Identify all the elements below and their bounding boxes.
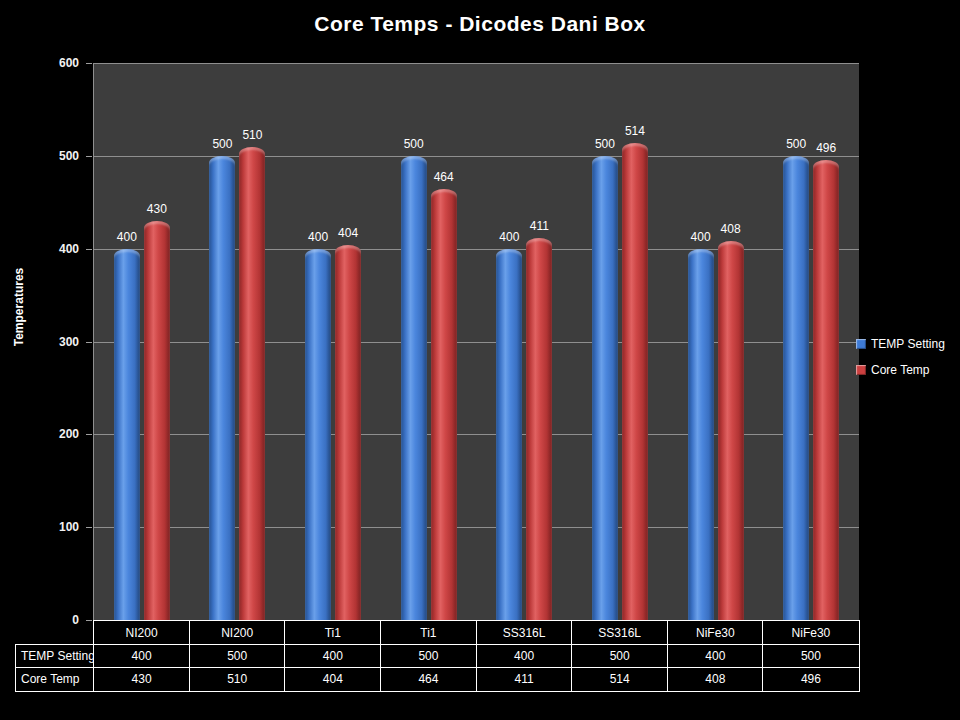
table-value-cell-0-4: 400 — [476, 644, 573, 669]
plot-area: 4004305005104004045004644004115005144004… — [93, 63, 859, 621]
table-category-cell-6: NiFe30 — [667, 620, 764, 646]
chart-title: Core Temps - Dicodes Dani Box — [0, 12, 960, 36]
bar-temp-setting-2 — [305, 249, 331, 620]
table-value-cell-0-2: 400 — [284, 644, 381, 669]
bar-label-3-s1: 464 — [414, 171, 474, 183]
table-category-cell-7: NiFe30 — [762, 620, 859, 646]
bar-label-5-s1: 514 — [605, 125, 665, 137]
legend-marker-core-temp — [856, 365, 866, 375]
table-category-cell-3: Ti1 — [380, 620, 477, 646]
y-tick-300 — [86, 342, 92, 343]
y-tick-100 — [86, 527, 92, 528]
bar-core-temp-5 — [622, 143, 648, 620]
bar-core-temp-1 — [239, 147, 265, 620]
bar-label-2-s1: 404 — [318, 227, 378, 239]
bar-core-temp-4 — [526, 238, 552, 620]
bar-temp-setting-4 — [496, 249, 522, 620]
table-value-cell-1-6: 408 — [667, 667, 764, 692]
bar-label-3-s0: 500 — [384, 138, 444, 150]
y-tick-label-400: 400 — [35, 243, 79, 255]
table-category-cell-4: SS316L — [476, 620, 573, 646]
y-tick-label-200: 200 — [35, 428, 79, 440]
legend-entry-1: Core Temp — [856, 363, 945, 377]
table-value-cell-1-7: 496 — [762, 667, 859, 692]
legend: TEMP Setting Core Temp — [856, 337, 945, 389]
bar-label-0-s1: 430 — [127, 203, 187, 215]
bar-label-7-s1: 496 — [796, 142, 856, 154]
bar-temp-setting-3 — [401, 156, 427, 620]
y-tick-label-100: 100 — [35, 521, 79, 533]
y-tick-200 — [86, 434, 92, 435]
bar-core-temp-7 — [813, 160, 839, 620]
y-tick-label-500: 500 — [35, 150, 79, 162]
bar-label-4-s1: 411 — [509, 220, 569, 232]
table-value-cell-1-5: 514 — [571, 667, 668, 692]
legend-label-1: Core Temp — [871, 363, 929, 377]
legend-marker-temp-setting — [856, 339, 866, 349]
bar-label-6-s1: 408 — [701, 223, 761, 235]
bar-core-temp-6 — [718, 241, 744, 620]
table-row-label-1: Core Temp — [15, 667, 96, 692]
y-tick-500 — [86, 156, 92, 157]
bar-temp-setting-6 — [688, 249, 714, 620]
bar-temp-setting-0 — [114, 249, 140, 620]
y-tick-label-600: 600 — [35, 57, 79, 69]
bar-temp-setting-5 — [592, 156, 618, 620]
y-axis-title: Temperatures — [12, 242, 26, 372]
table-value-cell-1-1: 510 — [189, 667, 286, 692]
bar-core-temp-2 — [335, 245, 361, 620]
table-value-cell-0-5: 500 — [571, 644, 668, 669]
chart-canvas: Core Temps - Dicodes Dani Box 4004305005… — [0, 0, 960, 720]
table-category-cell-0: NI200 — [93, 620, 190, 646]
table-category-cell-2: Ti1 — [284, 620, 381, 646]
gridline-600 — [94, 63, 859, 64]
gridline-500 — [94, 156, 859, 157]
y-tick-label-0: 0 — [35, 614, 79, 626]
legend-entry-0: TEMP Setting — [856, 337, 945, 351]
legend-label-0: TEMP Setting — [871, 337, 945, 351]
table-value-cell-1-4: 411 — [476, 667, 573, 692]
table-category-cell-5: SS316L — [571, 620, 668, 646]
bar-label-0-s0: 400 — [97, 231, 157, 243]
table-value-cell-0-6: 400 — [667, 644, 764, 669]
bar-temp-setting-7 — [783, 156, 809, 620]
y-tick-400 — [86, 249, 92, 250]
table-row-label-0: TEMP Setting — [15, 644, 96, 669]
table-value-cell-0-0: 400 — [93, 644, 190, 669]
table-value-cell-1-2: 404 — [284, 667, 381, 692]
table-category-cell-1: NI200 — [189, 620, 286, 646]
table-value-cell-0-7: 500 — [762, 644, 859, 669]
table-value-cell-1-3: 464 — [380, 667, 477, 692]
table-value-cell-1-0: 430 — [93, 667, 190, 692]
table-value-cell-0-3: 500 — [380, 644, 477, 669]
y-tick-label-300: 300 — [35, 336, 79, 348]
bar-label-5-s0: 500 — [575, 138, 635, 150]
bar-core-temp-3 — [431, 189, 457, 620]
bar-label-1-s1: 510 — [222, 129, 282, 141]
y-tick-0 — [86, 620, 92, 621]
bar-temp-setting-1 — [209, 156, 235, 620]
bar-core-temp-0 — [144, 221, 170, 620]
table-value-cell-0-1: 500 — [189, 644, 286, 669]
y-tick-600 — [86, 63, 92, 64]
